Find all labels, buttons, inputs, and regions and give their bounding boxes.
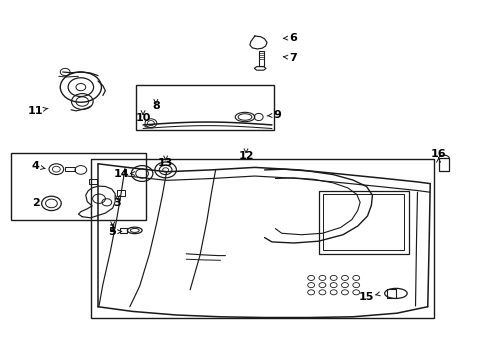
Text: 8: 8: [152, 101, 160, 111]
Text: 13: 13: [158, 158, 173, 168]
Bar: [120, 228, 127, 233]
Bar: [323, 194, 404, 250]
Bar: [318, 191, 409, 254]
Bar: [387, 289, 396, 298]
Text: 6: 6: [289, 33, 297, 43]
Text: 2: 2: [32, 198, 40, 208]
Text: 12: 12: [238, 150, 254, 161]
Text: 15: 15: [359, 292, 374, 302]
Bar: [136, 85, 274, 130]
Text: 11: 11: [28, 105, 44, 116]
Bar: [89, 179, 97, 184]
Text: 14: 14: [114, 168, 129, 179]
Bar: [259, 51, 264, 66]
Text: 9: 9: [273, 110, 281, 120]
Text: 4: 4: [32, 161, 40, 171]
Circle shape: [76, 84, 86, 91]
Text: 16: 16: [431, 149, 446, 159]
Bar: [91, 159, 434, 318]
Bar: [11, 153, 146, 220]
Bar: [439, 158, 449, 171]
Bar: [117, 190, 125, 196]
Text: 10: 10: [135, 113, 151, 123]
Bar: [65, 167, 75, 171]
Text: 5: 5: [108, 227, 116, 237]
Text: 7: 7: [289, 53, 297, 63]
Circle shape: [163, 168, 169, 172]
Text: 3: 3: [114, 198, 122, 208]
Text: 1: 1: [109, 224, 117, 234]
